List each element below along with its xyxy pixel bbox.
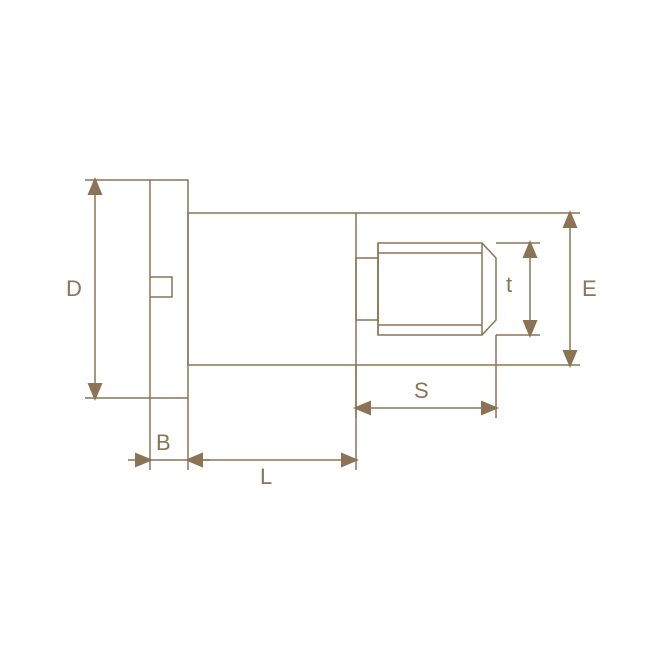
dim-L	[188, 365, 356, 470]
label-B: B	[156, 430, 171, 456]
diagram-container: D B L S t E	[0, 0, 671, 670]
dim-t	[496, 243, 540, 335]
head-rect	[150, 180, 188, 398]
thread-body	[378, 243, 496, 335]
dim-D	[85, 180, 150, 398]
dim-E	[356, 213, 580, 365]
neck-rect	[356, 258, 378, 320]
label-E: E	[582, 276, 597, 302]
label-t: t	[506, 272, 512, 298]
technical-drawing	[0, 0, 671, 670]
dim-S	[356, 335, 496, 418]
slot	[150, 277, 172, 297]
label-S: S	[414, 378, 429, 404]
shoulder-rect	[188, 213, 356, 365]
label-L: L	[260, 464, 272, 490]
label-D: D	[66, 276, 82, 302]
